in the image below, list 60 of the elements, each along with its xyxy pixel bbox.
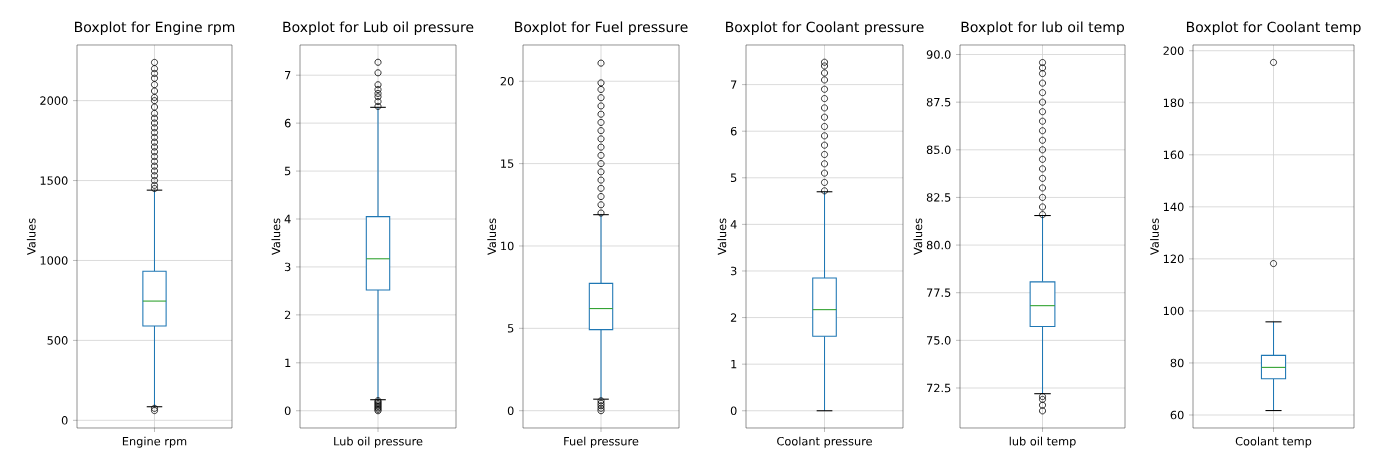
y-tick-label: 80 [1170, 358, 1184, 368]
y-axis-title: Values [1150, 218, 1159, 255]
y-tick-label: 1000 [40, 256, 68, 265]
y-axis-title: Values [717, 218, 727, 255]
y-tick-label: 75.0 [926, 336, 951, 345]
y-tick-label: 72.5 [926, 383, 951, 393]
x-tick-label: Coolant temp [1235, 436, 1312, 448]
y-tick-label: 20 [500, 76, 514, 86]
y-tick-label: 7 [285, 71, 291, 80]
chart-title: Boxplot for Coolant temp [1186, 21, 1361, 35]
y-tick-label: 77.5 [926, 288, 951, 297]
y-tick-label: 2000 [40, 96, 68, 105]
chart-title: Boxplot for Fuel pressure [515, 21, 688, 35]
y-tick-label: 200 [1163, 46, 1184, 56]
x-tick-label: Lub oil pressure [334, 436, 423, 448]
y-tick-label: 100 [1163, 306, 1184, 316]
y-tick-label: 160 [1163, 150, 1184, 160]
y-tick-label: 2 [730, 313, 737, 322]
chart-title: Boxplot for Engine rpm [75, 21, 235, 35]
y-tick-label: 15 [501, 159, 514, 168]
x-tick-label: Coolant pressure [777, 436, 872, 448]
y-tick-label: 6 [730, 126, 737, 136]
y-tick-label: 6 [284, 118, 291, 128]
y-tick-label: 5 [507, 324, 514, 333]
y-tick-label: 500 [47, 336, 68, 345]
y-tick-label: 1500 [40, 176, 68, 185]
chart-title: Boxplot for lub oil temp [961, 21, 1125, 35]
y-tick-label: 2 [284, 310, 291, 320]
chart-title: Boxplot for Coolant pressure [726, 21, 924, 35]
x-tick-label: Engine rpm [122, 436, 187, 448]
y-tick-label: 5 [284, 166, 291, 176]
y-tick-label: 82.5 [926, 193, 951, 202]
y-tick-label: 0 [284, 406, 291, 416]
y-tick-label: 80.0 [926, 240, 951, 250]
y-tick-label: 0 [61, 416, 68, 425]
y-tick-label: 0 [507, 406, 514, 415]
y-axis-title: Values [487, 218, 497, 255]
y-tick-label: 0 [730, 406, 737, 416]
y-tick-label: 7 [731, 80, 737, 89]
y-tick-label: 120 [1163, 254, 1184, 264]
y-tick-label: 4 [730, 220, 737, 229]
chart-title: Boxplot for Lub oil pressure [283, 21, 474, 35]
y-tick-label: 4 [284, 214, 291, 224]
y-tick-label: 3 [730, 266, 737, 276]
y-tick-label: 140 [1163, 202, 1184, 212]
y-axis-title: Values [913, 218, 923, 255]
y-tick-label: 87.5 [926, 97, 951, 107]
x-tick-label: Fuel pressure [564, 436, 639, 448]
y-tick-label: 10 [501, 241, 514, 251]
y-tick-label: 3 [284, 262, 291, 272]
y-tick-label: 180 [1163, 98, 1184, 108]
y-tick-label: 85.0 [926, 145, 951, 155]
y-tick-label: 1 [731, 360, 737, 369]
y-axis-title: Values [26, 218, 36, 255]
y-tick-label: 5 [730, 173, 737, 182]
y-tick-label: 1 [285, 358, 291, 367]
y-tick-label: 90.0 [926, 50, 951, 59]
y-tick-label: 60 [1170, 410, 1184, 420]
x-tick-label: lub oil temp [1009, 436, 1076, 448]
y-axis-title: Values [271, 218, 281, 255]
